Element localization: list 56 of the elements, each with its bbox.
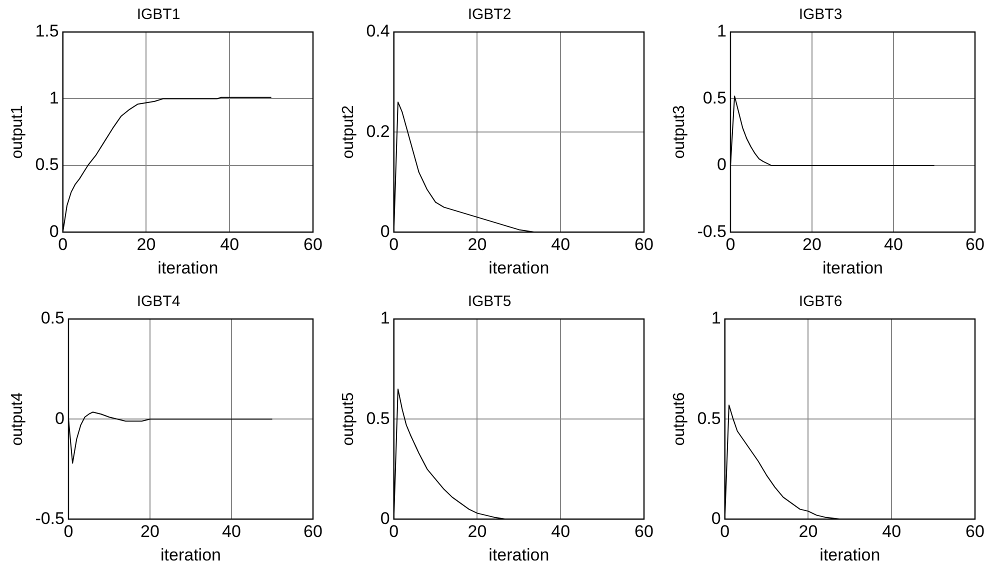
chart-title: IGBT4 (136, 293, 180, 310)
y-axis-title: output3 (671, 105, 688, 159)
y-tick-label: 0 (380, 222, 390, 241)
y-tick-label: 1 (49, 88, 59, 108)
chart-title: IGBT2 (468, 6, 512, 24)
x-tick-label: 40 (551, 235, 570, 254)
chart-title: IGBT3 (798, 6, 842, 24)
x-tick-label: 20 (468, 235, 487, 254)
x-tick-label: 60 (966, 235, 984, 254)
y-tick-label: 1 (380, 308, 390, 328)
x-axis-title: iteration (822, 258, 883, 278)
y-tick-label: 1 (711, 308, 721, 328)
y-tick-label: 0 (49, 222, 59, 241)
chart-title: IGBT1 (136, 6, 180, 24)
x-axis-title: iteration (488, 545, 550, 564)
y-tick-label: -0.5 (35, 508, 64, 528)
y-tick-label: -0.5 (697, 222, 726, 241)
y-tick-label: 0 (717, 155, 726, 174)
y-tick-label: 0.5 (35, 155, 59, 174)
y-tick-label: 0.5 (40, 308, 64, 328)
x-tick-label: 20 (798, 522, 818, 542)
y-tick-label: 0.5 (366, 408, 390, 428)
y-tick-label: 1 (717, 22, 726, 41)
x-tick-label: 20 (136, 235, 156, 254)
x-axis-title: iteration (820, 545, 880, 564)
y-axis-title: output2 (340, 105, 358, 159)
x-tick-label: 60 (634, 522, 654, 542)
x-tick-label: 40 (551, 522, 570, 542)
x-tick-label: 20 (802, 235, 822, 254)
x-tick-label: 60 (304, 235, 322, 254)
x-tick-label: 60 (304, 522, 322, 542)
x-tick-label: 40 (884, 235, 903, 254)
y-tick-label: 0 (380, 508, 390, 528)
y-tick-label: 0.5 (697, 408, 721, 428)
x-tick-label: 40 (882, 522, 902, 542)
y-axis-title: output5 (340, 392, 358, 446)
x-axis-title: iteration (160, 545, 221, 564)
x-tick-label: 60 (966, 522, 984, 542)
y-tick-label: 0.4 (366, 22, 390, 41)
y-axis-title: output1 (9, 105, 26, 159)
y-axis-title: output4 (9, 392, 26, 446)
y-tick-label: 1.5 (35, 22, 59, 41)
chart-title: IGBT6 (798, 293, 842, 310)
x-tick-label: 20 (140, 522, 160, 542)
x-tick-label: 60 (634, 235, 654, 254)
y-axis-title: output6 (671, 392, 688, 446)
y-tick-label: 0 (711, 508, 721, 528)
x-axis-title: iteration (488, 258, 550, 278)
y-tick-label: 0.2 (366, 122, 390, 141)
y-tick-label: 0.5 (702, 88, 726, 108)
chart-title: IGBT5 (468, 293, 512, 310)
x-tick-label: 20 (468, 522, 487, 542)
x-tick-label: 40 (220, 235, 240, 254)
y-tick-label: 0 (55, 408, 64, 428)
x-axis-title: iteration (158, 258, 218, 278)
x-tick-label: 40 (222, 522, 241, 542)
